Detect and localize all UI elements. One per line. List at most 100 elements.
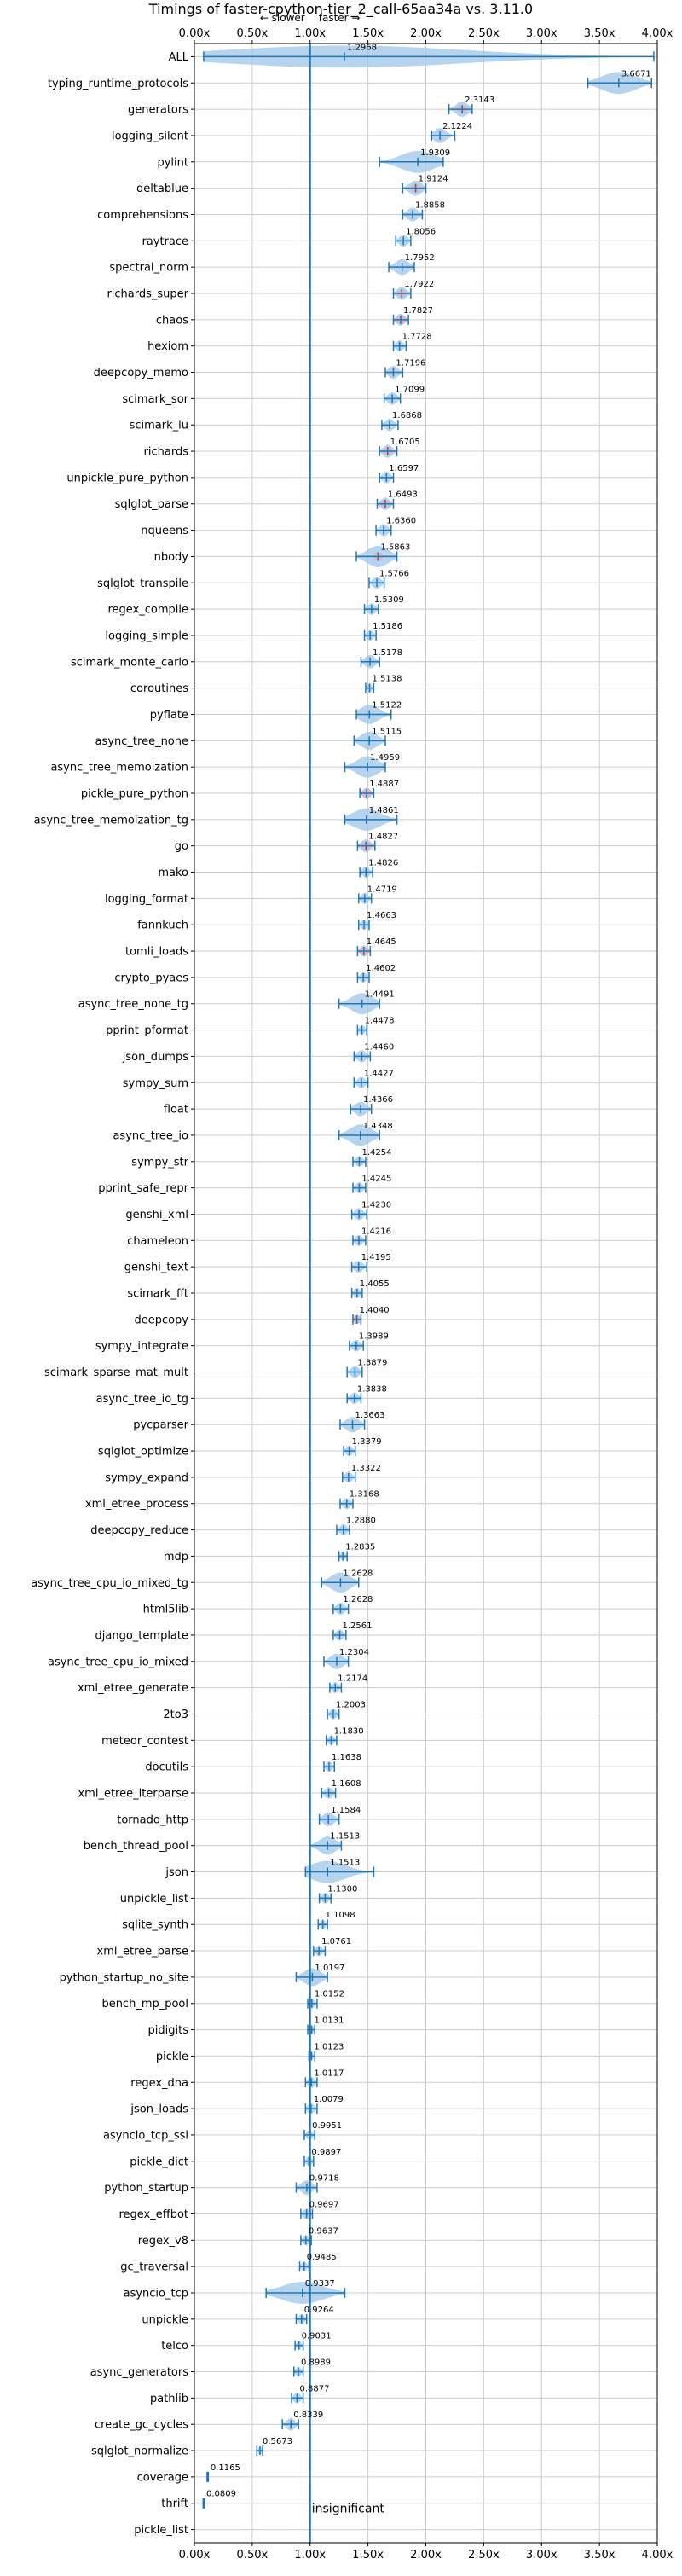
benchmark-label: pickle_dict: [130, 2155, 188, 2168]
benchmark-label: chameleon: [127, 1235, 188, 1248]
benchmark-label: pathlib: [150, 2393, 188, 2405]
value-label: 1.6493: [388, 490, 418, 500]
benchmark-label: async_tree_none_tg: [78, 998, 188, 1011]
x-tick-label: 0.00x: [179, 27, 211, 40]
benchmark-label: ALL: [169, 51, 189, 64]
benchmark-label: xml_etree_iterparse: [78, 1788, 188, 1801]
benchmark-label: hexiom: [147, 340, 188, 353]
value-label: 1.2835: [345, 1542, 375, 1552]
value-label: 0.8877: [300, 2384, 330, 2393]
value-label: 1.0197: [315, 1964, 344, 1973]
x-tick-label: 1.00x: [294, 27, 326, 40]
value-label: 1.7099: [395, 385, 425, 394]
benchmark-label: regex_effbot: [118, 2208, 188, 2221]
value-label: 1.4055: [360, 1279, 390, 1289]
benchmark-label: python_startup: [104, 2182, 188, 2195]
x-tick-label: 2.00x: [410, 2549, 442, 2561]
value-label: 1.9309: [420, 148, 450, 158]
benchmark-label: deepcopy: [134, 1314, 188, 1326]
x-tick-label: 0.00x: [179, 2549, 211, 2561]
benchmark-label: pprint_safe_repr: [98, 1182, 188, 1195]
x-tick-label: 3.00x: [526, 2549, 558, 2561]
benchmark-label: deepcopy_reduce: [90, 1524, 188, 1537]
value-label: 1.3989: [359, 1332, 389, 1342]
benchmark-label: async_tree_memoization: [50, 762, 188, 775]
value-label: 1.2174: [338, 1674, 367, 1684]
value-label: 1.9124: [419, 175, 448, 184]
value-label: 0.0809: [206, 2490, 236, 2499]
value-label: 0.9718: [309, 2174, 339, 2184]
value-label: 1.3168: [350, 1490, 379, 1500]
benchmark-label: chaos: [156, 314, 188, 327]
benchmark-label: mdp: [164, 1551, 188, 1564]
value-label: 1.1830: [334, 1726, 364, 1736]
benchmark-label: xml_etree_generate: [78, 1682, 188, 1695]
value-label: 0.9264: [304, 2306, 334, 2315]
benchmark-label: scimark_sparse_mat_mult: [44, 1366, 188, 1379]
value-label: 1.1098: [326, 1911, 355, 1920]
benchmark-label: coverage: [137, 2471, 188, 2484]
benchmark-label: async_tree_io: [113, 1129, 188, 1142]
value-label: 1.4230: [361, 1200, 391, 1210]
value-label: 1.5122: [372, 700, 402, 710]
value-label: 1.7196: [396, 359, 425, 368]
x-tick-label: 4.00x: [642, 27, 673, 40]
value-label: 1.7728: [402, 333, 432, 342]
value-label: 1.5115: [372, 727, 402, 736]
benchmark-label: pycparser: [133, 1419, 188, 1432]
value-label: 1.2968: [347, 43, 377, 52]
value-label: 1.5863: [380, 542, 410, 552]
violins: [202, 45, 655, 2509]
benchmark-label: richards: [144, 446, 189, 459]
value-label: 1.4827: [368, 833, 398, 842]
value-label: 0.9637: [309, 2226, 338, 2236]
value-label: 1.6597: [389, 464, 419, 473]
value-label: 0.9897: [311, 2148, 341, 2157]
value-label: 1.4254: [361, 1148, 391, 1157]
value-label: 0.9031: [302, 2332, 332, 2341]
value-label: 1.4663: [367, 911, 396, 920]
benchmark-label: async_tree_cpu_io_mixed: [48, 1656, 188, 1668]
value-label: 1.6868: [392, 411, 422, 421]
x-tick-label: 3.50x: [584, 2549, 616, 2561]
value-label: 1.4826: [368, 859, 398, 868]
benchmark-label: mako: [158, 867, 188, 879]
benchmark-label: thrift: [161, 2498, 188, 2510]
benchmark-label: pylint: [157, 156, 188, 169]
value-label: 1.1608: [332, 1779, 361, 1789]
value-label: 1.5186: [373, 622, 402, 631]
insignificant-note: insignificant: [312, 2503, 385, 2516]
benchmark-label: json: [165, 1866, 188, 1879]
benchmark-label: scimark_sor: [122, 393, 188, 406]
value-label: 1.4602: [366, 964, 396, 973]
value-label: 1.3379: [352, 1437, 382, 1447]
value-label: 1.5138: [372, 675, 402, 684]
value-label: 1.4719: [367, 885, 397, 894]
benchmark-label: nqueens: [141, 525, 188, 537]
benchmark-label: telco: [161, 2340, 188, 2353]
value-label: 1.3663: [355, 1411, 384, 1420]
value-label: 0.9337: [305, 2279, 335, 2289]
value-label: 0.9951: [312, 2121, 342, 2131]
value-label: 2.1224: [442, 122, 472, 131]
value-label: 1.1513: [330, 1832, 360, 1842]
x-tick-label: 1.00x: [294, 2549, 326, 2561]
benchmark-label: asyncio_tcp_ssl: [103, 2129, 188, 2142]
benchmark-label: logging_simple: [105, 629, 188, 642]
value-label: 1.4861: [369, 806, 399, 815]
value-label: 1.0117: [314, 2068, 344, 2078]
benchmark-label: tomli_loads: [125, 946, 188, 959]
benchmark-label: typing_runtime_protocols: [48, 78, 188, 90]
value-label: 0.9697: [309, 2200, 339, 2209]
benchmark-label: unpickle: [142, 2313, 188, 2326]
benchmark-label: regex_v8: [138, 2235, 188, 2248]
value-label: 2.3143: [465, 96, 494, 105]
benchmark-label: fannkuch: [137, 920, 188, 932]
benchmark-label: unpickle_list: [120, 1893, 188, 1906]
value-label: 1.3838: [357, 1384, 387, 1394]
benchmark-label: bench_thread_pool: [84, 1840, 188, 1853]
x-tick-label: 0.50x: [237, 27, 269, 40]
top-x-axis: 0.00x 0.50x 1.00x 1.50x 2.00x 2.50x 3.00x 3.50x…: [179, 27, 673, 44]
value-label: 1.4460: [364, 1042, 394, 1052]
